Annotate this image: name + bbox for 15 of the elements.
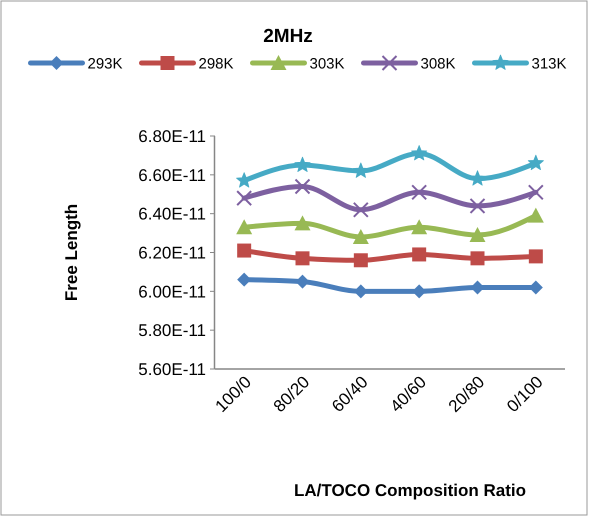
y-tick-label: 5.80E-11 [138, 321, 206, 340]
legend-label: 313K [532, 55, 567, 72]
y-tick-label: 5.60E-11 [138, 360, 206, 379]
y-tick-label: 6.60E-11 [138, 166, 206, 185]
y-tick-label: 6.40E-11 [138, 204, 206, 224]
y-tick-label: 6.80E-11 [138, 126, 206, 146]
legend-label: 298K [198, 55, 234, 72]
y-tick-label: 6.20E-11 [138, 243, 206, 262]
y-tick-label: 6.00E-11 [138, 282, 206, 302]
x-axis-title: LA/TOCO Composition Ratio [294, 481, 526, 500]
chart-title: 2MHz [263, 26, 313, 47]
legend-label: 293K [88, 55, 123, 72]
legend-label: 303K [310, 55, 345, 72]
legend-label: 308K [420, 55, 456, 72]
y-axis-title: Free Length [62, 204, 81, 302]
